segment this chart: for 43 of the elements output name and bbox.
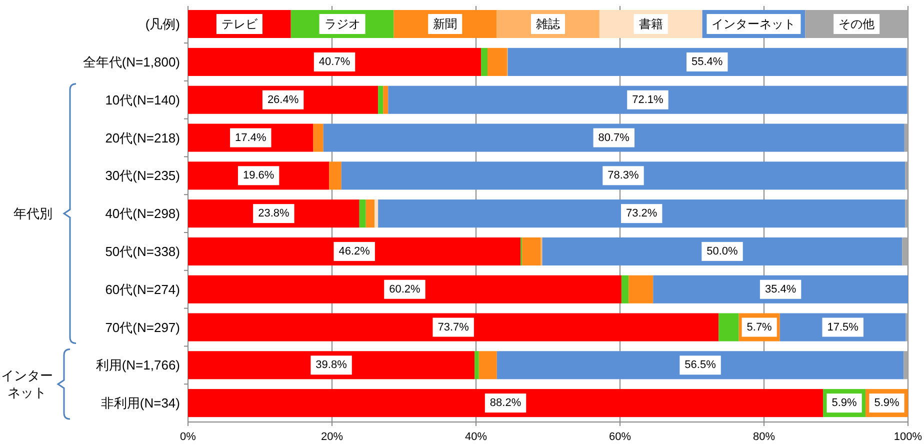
x-tick-label: 40% <box>464 431 488 443</box>
data-label: 73.2% <box>626 208 658 220</box>
data-label: 80.7% <box>598 132 630 144</box>
y-tick-label: 60代(N=274) <box>105 282 180 297</box>
text: インターネット <box>0 367 54 402</box>
y-tick-label: 非利用(N=34) <box>100 396 180 411</box>
x-tick-label: 60% <box>608 431 632 443</box>
series-label: インターネット <box>712 17 796 31</box>
data-label: 19.6% <box>242 170 274 182</box>
data-label: 72.1% <box>632 94 664 106</box>
data-label: 17.4% <box>235 132 266 144</box>
data-label: 55.4% <box>692 56 723 68</box>
y-tick-label: 30代(N=235) <box>105 168 180 184</box>
y-tick-label: 50代(N=338) <box>105 244 180 259</box>
data-label: 35.4% <box>764 283 796 296</box>
data-label: 56.5% <box>684 359 716 372</box>
y-tick-label: 利用(N=1,766) <box>96 358 180 373</box>
y-tick-label: 10代(N=140) <box>105 92 180 108</box>
data-label: 5.7% <box>746 321 772 334</box>
x-tick-label: 20% <box>320 431 344 443</box>
data-label: 17.5% <box>827 321 859 334</box>
data-label: 78.3% <box>608 170 640 182</box>
text: 年代別 <box>12 204 54 222</box>
data-label: 73.7% <box>438 321 470 334</box>
legend-title: (凡例) <box>145 16 180 32</box>
y-tick-label: 40代(N=298) <box>105 206 180 222</box>
y-tick-label: 全年代(N=1,800) <box>82 54 180 70</box>
y-tick-label: 70代(N=297) <box>105 320 180 335</box>
data-label: 39.8% <box>316 359 348 372</box>
data-label: 88.2% <box>490 397 522 410</box>
data-label: 26.4% <box>267 94 299 106</box>
data-label: 5.9% <box>832 397 858 410</box>
data-label: 60.2% <box>389 283 421 296</box>
series-label: テレビ <box>221 17 258 31</box>
x-tick-label: 0% <box>180 431 196 443</box>
data-label: 23.8% <box>258 208 290 220</box>
data-label: 50.0% <box>706 245 738 258</box>
x-tick-label: 100% <box>894 431 922 443</box>
data-label: 40.7% <box>318 56 350 68</box>
x-tick-label: 80% <box>752 431 776 443</box>
y-tick-label: 20代(N=218) <box>105 130 180 146</box>
data-label: 5.9% <box>874 397 900 410</box>
data-label: 46.2% <box>338 245 370 258</box>
